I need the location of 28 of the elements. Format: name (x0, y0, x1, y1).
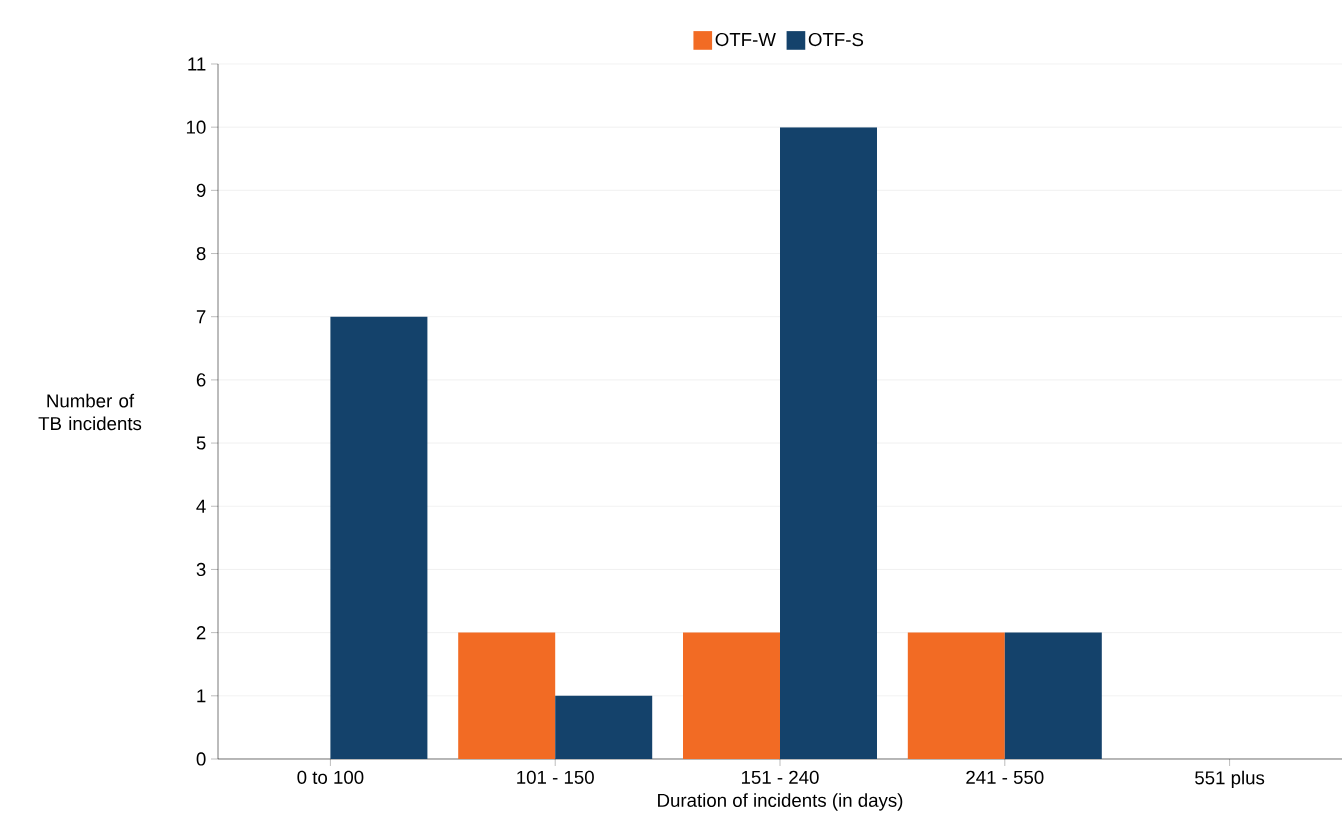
bar (683, 632, 781, 759)
bar (555, 695, 653, 759)
y-tick-label: 4 (196, 499, 206, 513)
legend-label: OTF-S (808, 32, 864, 47)
bar (458, 632, 556, 759)
bar (1004, 632, 1102, 759)
y-tick-label: 9 (196, 183, 206, 197)
y-tick-label: 3 (196, 562, 206, 577)
legend-label: OTF-W (715, 32, 776, 47)
x-tick-label: 151 - 240 (741, 770, 819, 784)
y-tick-label: 10 (186, 120, 206, 134)
y-tick-label: 11 (188, 57, 206, 71)
y-tick-label: 5 (196, 436, 206, 450)
x-tick-label: 101 - 150 (517, 770, 594, 784)
y-axis-title: Number of TB incidents (38, 393, 142, 431)
bar (330, 316, 428, 759)
x-axis-title: Duration of incidents (in days) (658, 793, 903, 811)
y-tick-label: 7 (196, 310, 206, 324)
y-tick-label: 8 (196, 246, 206, 261)
x-tick-label: 241 - 550 (966, 770, 1044, 784)
x-tick-label: 0 to 100 (297, 770, 364, 784)
y-tick-label: 0 (196, 752, 206, 766)
y-tick-label: 1 (197, 689, 206, 703)
bar (907, 632, 1005, 759)
bar (780, 127, 877, 759)
y-tick-label: 6 (196, 373, 206, 387)
x-tick-label: 551 plus (1195, 770, 1265, 789)
y-tick-label: 2 (196, 626, 206, 640)
